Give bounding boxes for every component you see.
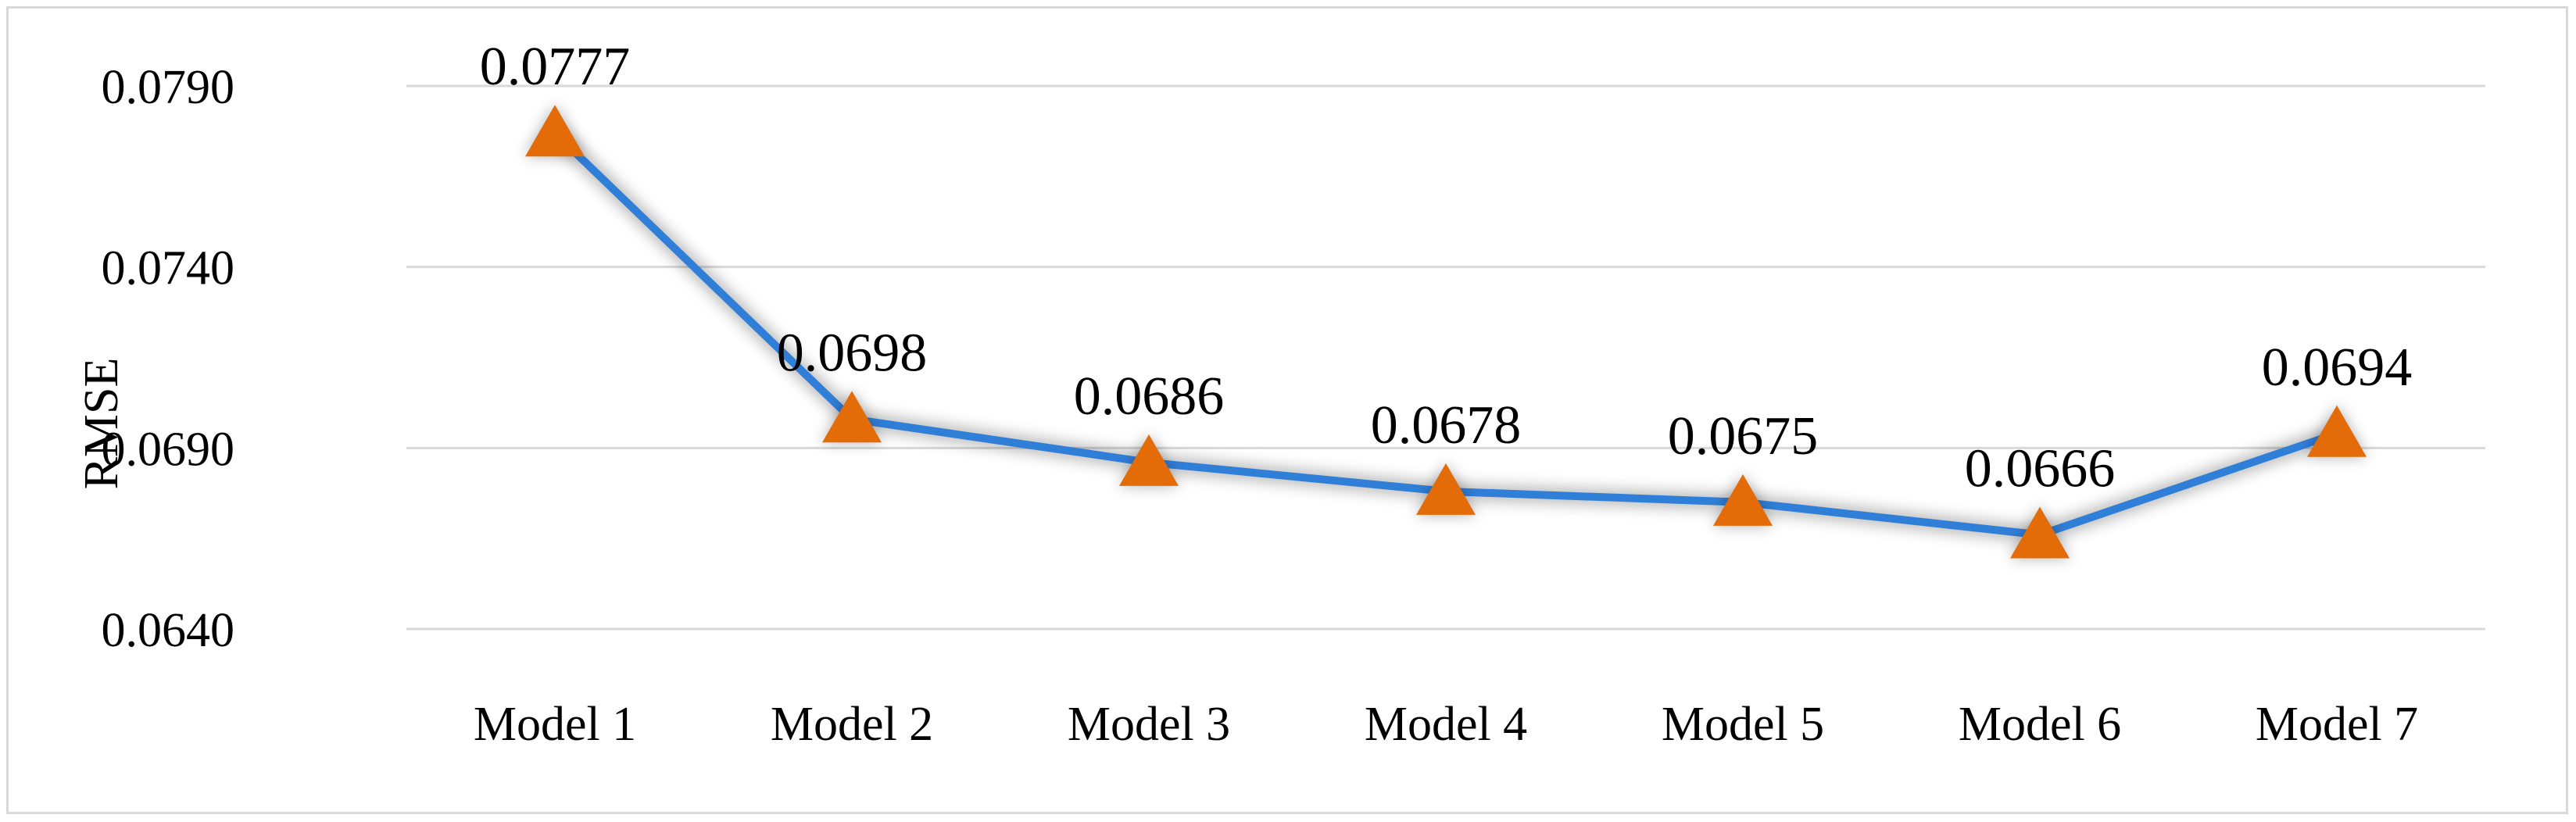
x-tick-label: Model 4: [1365, 698, 1527, 751]
data-label: 0.0686: [1074, 366, 1225, 427]
y-tick-label: 0.0690: [102, 423, 235, 476]
y-axis-title: RMSE: [75, 358, 128, 490]
data-label: 0.0698: [777, 323, 928, 383]
triangle-marker: [822, 391, 882, 443]
triangle-marker: [1119, 434, 1179, 486]
triangle-marker: [2307, 405, 2367, 457]
data-label: 0.0678: [1371, 395, 1522, 456]
x-tick-label: Model 7: [2256, 698, 2418, 751]
data-label: 0.0694: [2262, 338, 2413, 398]
chart-frame: [6, 6, 2568, 814]
triangle-marker: [525, 105, 585, 157]
y-tick-label: 0.0740: [102, 242, 235, 295]
x-tick-label: Model 1: [474, 698, 636, 751]
triangle-marker: [1713, 474, 1773, 526]
y-axis-ticks: 0.0640 0.0690 0.0740 0.0790: [102, 61, 235, 657]
x-axis-ticks: Model 1 Model 2 Model 3 Model 4 Model 5 Model…: [474, 698, 2418, 751]
data-label: 0.0675: [1668, 406, 1819, 466]
triangle-marker: [2010, 506, 2070, 559]
gridlines: [406, 84, 2485, 631]
triangle-marker: [1416, 463, 1476, 515]
x-tick-label: Model 3: [1068, 698, 1230, 751]
x-tick-label: Model 6: [1959, 698, 2121, 751]
data-label: 0.0666: [1965, 439, 2116, 499]
x-tick-label: Model 5: [1662, 698, 1824, 751]
markers: [525, 105, 2367, 559]
data-labels: 0.0777 0.0698 0.0686 0.0678 0.0675 0.0666 0.06…: [480, 37, 2413, 499]
x-tick-label: Model 2: [771, 698, 933, 751]
y-tick-label: 0.0640: [102, 604, 235, 657]
data-label: 0.0777: [480, 37, 631, 97]
y-tick-label: 0.0790: [102, 61, 235, 114]
